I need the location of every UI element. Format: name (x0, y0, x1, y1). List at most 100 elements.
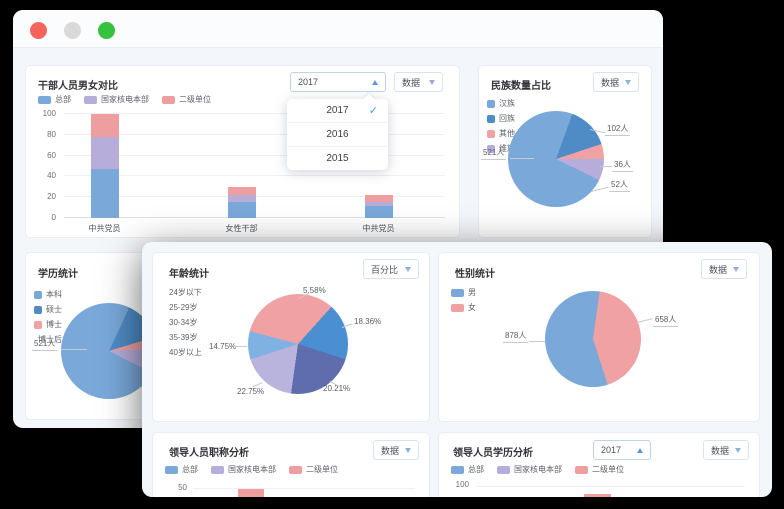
legend-label: 本科 (46, 290, 62, 299)
chevron-up-icon (637, 447, 643, 453)
legend-label: 国家核电本部 (101, 95, 149, 104)
menu-item-label: 2017 (326, 105, 349, 116)
pie-label: 102人 (605, 123, 631, 136)
y-tick: 80 (47, 129, 56, 139)
menu-item[interactable]: 2017 ✓ (287, 99, 388, 122)
chart-legend: 24岁以下 25-29岁 30-34岁 35-39岁 40岁以上 (165, 287, 202, 358)
pie-label: 36人 (612, 159, 633, 172)
check-icon: ✓ (368, 105, 378, 117)
data-select[interactable]: 数据 (701, 259, 747, 279)
bar-segment (364, 202, 393, 206)
legend-item[interactable]: 40岁以上 (165, 347, 202, 358)
close-button[interactable] (30, 22, 47, 39)
legend-item[interactable]: 硕士 (34, 304, 62, 315)
pie-chart[interactable] (61, 303, 157, 399)
legend-swatch (451, 465, 464, 474)
legend-label: 二级单位 (306, 465, 338, 474)
legend-swatch (487, 99, 495, 108)
legend-item[interactable]: 国家核电本部 (84, 94, 149, 105)
legend-label: 二级单位 (592, 465, 624, 474)
chevron-down-icon (405, 266, 411, 272)
data-select-value: 数据 (381, 445, 400, 456)
menu-item[interactable]: 2016 (287, 122, 388, 146)
data-select[interactable]: 数据 (593, 72, 639, 92)
legend-swatch (451, 288, 464, 297)
legend-item[interactable]: 30-34岁 (165, 317, 197, 328)
legend-item[interactable]: 24岁以下 (165, 287, 202, 298)
legend-item[interactable]: 二级单位 (289, 464, 338, 475)
legend-swatch (487, 144, 495, 153)
pie-label: 14.75% (209, 342, 237, 351)
stacked-bar[interactable] (364, 195, 393, 218)
card-rank-analysis: 领导人员职称分析 数据 总部 国家核电本部 二级单位 50 (152, 432, 430, 497)
legend-item[interactable]: 国家核电本部 (211, 464, 276, 475)
legend-item[interactable]: 二级单位 (162, 94, 211, 105)
legend-swatch (211, 465, 224, 474)
legend-item[interactable]: 25-29岁 (165, 302, 197, 313)
year-select[interactable]: 2017 (290, 72, 386, 92)
y-tick: 50 (178, 483, 187, 492)
y-axis: 0 20 40 60 80 100 (36, 109, 60, 222)
legend-swatch (289, 465, 302, 474)
minimize-button[interactable] (64, 22, 81, 39)
legend-item[interactable]: 本科 (34, 289, 62, 300)
legend-label: 24岁以下 (169, 288, 202, 297)
legend-label: 国家核电本部 (514, 465, 562, 474)
legend-swatch (34, 305, 42, 314)
data-select[interactable]: 数据 (373, 440, 419, 460)
data-select-value: 数据 (709, 264, 728, 275)
x-category: 女性干部 (225, 224, 258, 233)
card-title: 性别统计 (455, 269, 495, 280)
year-select-value: 2017 (298, 77, 319, 87)
pie-chart[interactable] (508, 111, 604, 207)
pie-label: 5.58% (303, 286, 326, 295)
percent-select[interactable]: 百分比 (363, 259, 419, 279)
chart-legend: 本科硕士博士博士后 (34, 289, 62, 345)
legend-item[interactable]: 其他 (487, 128, 515, 139)
data-select[interactable]: 数据 (394, 72, 443, 92)
legend-item[interactable]: 国家核电本部 (497, 464, 562, 475)
legend-item[interactable]: 男 (451, 287, 479, 298)
stacked-bar[interactable] (227, 186, 256, 218)
zoom-button[interactable] (98, 22, 115, 39)
legend-label: 总部 (182, 465, 198, 474)
data-select-value: 数据 (402, 77, 421, 88)
legend-item[interactable]: 总部 (38, 94, 71, 105)
card-gender-compare: 干部人员男女对比 2017 数据 总部 国家核电本部 二级单位 0 20 40 60 80 1… (25, 65, 460, 238)
legend-item[interactable]: 汉族 (487, 98, 515, 109)
legend-item[interactable]: 女 (451, 302, 479, 313)
x-category: 中共党员 (362, 224, 395, 233)
legend-label: 汉族 (499, 99, 515, 108)
pie-label: 52人 (609, 179, 630, 192)
legend-item[interactable]: 二级单位 (575, 464, 624, 475)
chevron-down-icon (733, 266, 739, 272)
bars (36, 114, 447, 218)
legend-swatch (487, 129, 495, 138)
year-select[interactable]: 2017 (593, 440, 651, 460)
chart-legend: 总部 国家核电本部 二级单位 (451, 464, 624, 475)
legend-item[interactable]: 维族 (487, 143, 515, 154)
year-select-value: 2017 (601, 445, 622, 455)
legend-label: 女 (468, 303, 476, 312)
legend-item[interactable]: 总部 (165, 464, 198, 475)
bar-segment (90, 169, 119, 218)
legend-item[interactable]: 回族 (487, 113, 515, 124)
y-tick: 40 (47, 171, 56, 181)
y-tick: 100 (455, 480, 469, 489)
menu-item[interactable]: 2015 (287, 146, 388, 170)
y-tick: 20 (47, 192, 56, 202)
legend-item[interactable]: 博士后 (34, 334, 62, 345)
legend-swatch (165, 465, 178, 474)
legend-item[interactable]: 35-39岁 (165, 332, 197, 343)
card-title: 干部人员男女对比 (38, 81, 118, 92)
stacked-bar-chart: 0 20 40 60 80 100 中共党员 女性干部 中共党员 (36, 109, 447, 236)
data-select[interactable]: 数据 (703, 440, 749, 460)
pie-chart[interactable] (248, 294, 348, 394)
bar-segment (227, 195, 256, 203)
pie-chart[interactable] (545, 291, 641, 387)
pie-label: 658人 (653, 314, 679, 327)
pie-label: 18.36% (354, 317, 382, 326)
legend-item[interactable]: 博士 (34, 319, 62, 330)
stacked-bar[interactable] (90, 114, 119, 218)
legend-item[interactable]: 总部 (451, 464, 484, 475)
